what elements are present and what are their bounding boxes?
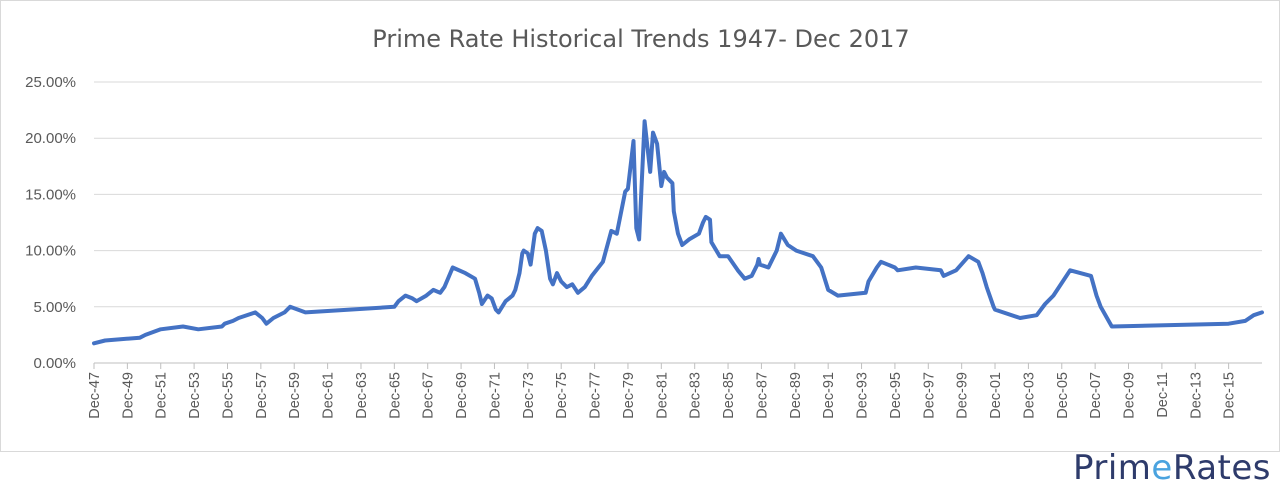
x-tick-label: Dec-95 — [888, 372, 904, 419]
x-tick-label: Dec-07 — [1088, 372, 1104, 419]
x-tick-label: Dec-09 — [1122, 372, 1138, 419]
y-tick-label: 10.00% — [25, 243, 76, 260]
x-tick-label: Dec-47 — [87, 372, 103, 419]
series-line-prime-rate — [92, 119, 1264, 346]
x-tick-label: Dec-63 — [354, 372, 370, 419]
x-tick-label: Dec-97 — [921, 372, 937, 419]
x-tick-label: Dec-67 — [421, 372, 437, 419]
x-tick-label: Dec-87 — [754, 372, 770, 419]
y-tick-label: 0.00% — [33, 355, 76, 372]
primerates-logo: PrimeRates — [1072, 448, 1271, 488]
x-tick-label: Dec-11 — [1155, 372, 1171, 418]
chart-title: Prime Rate Historical Trends 1947- Dec 2… — [372, 25, 909, 53]
x-tick-label: Dec-91 — [821, 372, 837, 419]
x-tick-label: Dec-79 — [621, 372, 637, 419]
x-tick-label: Dec-15 — [1222, 372, 1238, 419]
x-tick-label: Dec-61 — [321, 372, 337, 419]
logo-check-letter: e — [1151, 448, 1173, 488]
x-tick-label: Dec-93 — [855, 372, 871, 419]
x-tick-label: Dec-83 — [688, 372, 704, 419]
y-tick-label: 5.00% — [33, 299, 76, 316]
x-tick-label: Dec-49 — [120, 372, 136, 419]
y-tick-label: 25.00% — [25, 74, 76, 91]
x-tick-label: Dec-01 — [988, 372, 1004, 419]
x-tick-label: Dec-77 — [588, 372, 604, 419]
x-tick-label: Dec-99 — [955, 372, 971, 419]
y-tick-label: 20.00% — [25, 130, 76, 147]
x-tick-label: Dec-53 — [187, 372, 203, 419]
x-tick-label: Dec-75 — [554, 372, 570, 419]
x-tick-label: Dec-13 — [1188, 372, 1204, 419]
x-tick-label: Dec-05 — [1055, 372, 1071, 419]
x-tick-label: Dec-55 — [220, 372, 236, 419]
x-tick-label: Dec-73 — [521, 372, 537, 419]
x-axis — [93, 362, 1262, 369]
x-tick-label: Dec-59 — [287, 372, 303, 419]
x-tick-label: Dec-65 — [387, 372, 403, 419]
x-tick-label: Dec-03 — [1021, 372, 1037, 419]
x-tick-label: Dec-69 — [454, 372, 470, 419]
x-tick-label: Dec-89 — [788, 372, 804, 419]
x-axis-tick-labels: Dec-47 Dec-49 Dec-51 Dec-53 Dec-55 Dec-57 Dec-… — [87, 372, 1238, 419]
x-tick-label: Dec-71 — [487, 372, 503, 419]
x-tick-label: Dec-57 — [254, 372, 270, 419]
y-tick-label: 15.00% — [25, 186, 76, 203]
y-axis-tick-labels: 0.00% 5.00% 10.00% 15.00% 20.00% 25.00% — [25, 74, 76, 372]
x-tick-label: Dec-51 — [154, 372, 170, 419]
x-tick-label: Dec-81 — [654, 372, 670, 419]
x-tick-label: Dec-85 — [721, 372, 737, 419]
